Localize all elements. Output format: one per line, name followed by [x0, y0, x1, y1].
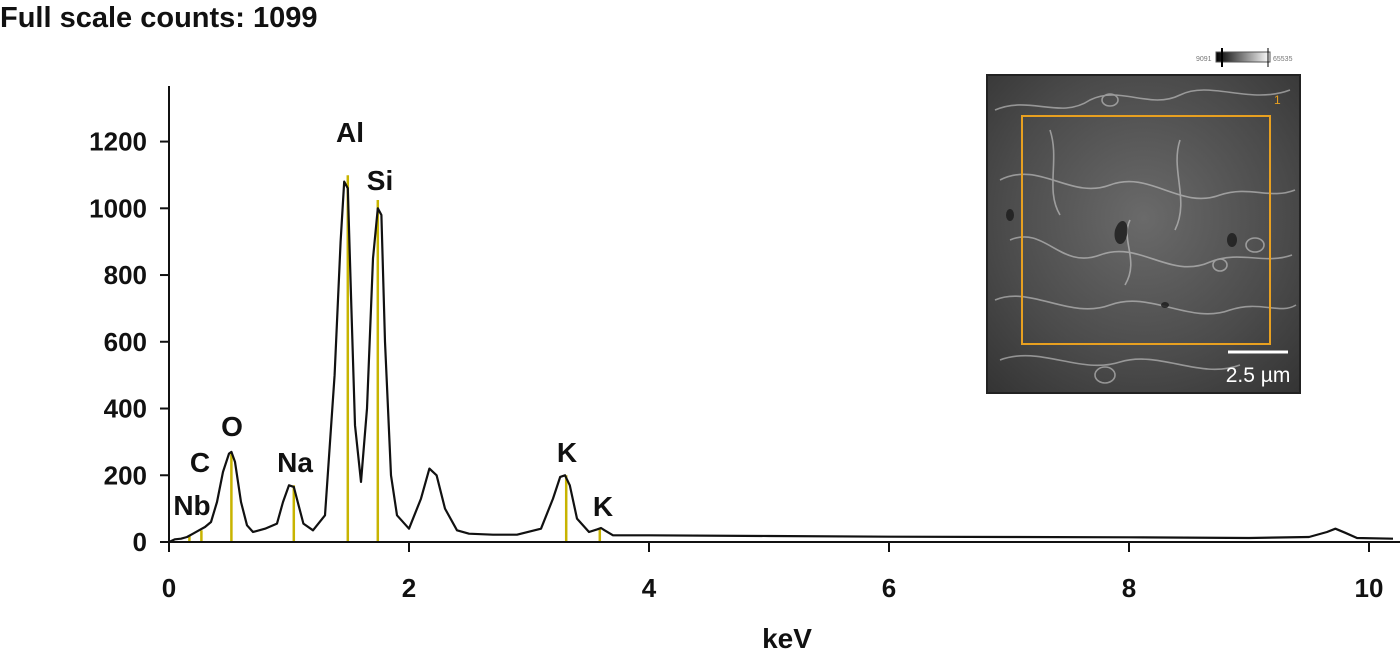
spectrum-line: [168, 180, 1394, 544]
colorbar: 9091 65535: [1196, 48, 1293, 67]
peak-label-nb: Nb: [173, 490, 210, 521]
x-axis-title: keV: [762, 623, 812, 654]
sem-texture: [994, 89, 1297, 384]
x-tick-label: 8: [1122, 573, 1136, 603]
y-tick-label: 0: [133, 527, 147, 557]
peak-label-c: C: [190, 447, 210, 478]
y-tick-label: 1200: [89, 127, 147, 157]
colorbar-min: 9091: [1196, 56, 1212, 63]
x-tick-label: 2: [402, 573, 416, 603]
colorbar-gradient: [1215, 51, 1271, 63]
scale-bar-label: 2.5 µm: [1226, 364, 1291, 387]
y-tick-label: 600: [104, 327, 147, 357]
x-tick-label: 10: [1355, 573, 1384, 603]
peak-markers: [188, 175, 602, 542]
x-tick-label: 6: [882, 573, 896, 603]
x-axis-ticks: 0 2 4 6 8 10: [162, 542, 1384, 603]
y-tick-label: 400: [104, 394, 147, 424]
x-tick-label: 4: [642, 573, 657, 603]
y-tick-label: 800: [104, 260, 147, 290]
roi-label: 1: [1274, 93, 1281, 107]
y-tick-label: 1000: [89, 193, 147, 223]
peak-label-k: K: [593, 491, 613, 522]
sem-image: [986, 74, 1301, 394]
peak-label-si: Si: [367, 165, 393, 196]
y-tick-label: 200: [104, 460, 147, 490]
peak-label-o: O: [221, 411, 243, 442]
colorbar-max: 65535: [1273, 56, 1293, 63]
sem-dark-spots: [1006, 209, 1237, 308]
sem-inset: 1 2.5 µm: [986, 74, 1301, 394]
peak-label-na: Na: [277, 447, 313, 478]
y-axis-ticks: 0 200 400 600 800 1000 1200: [89, 127, 169, 557]
x-tick-label: 0: [162, 573, 176, 603]
roi-box: [1021, 115, 1271, 345]
full-scale-counts: Full scale counts: 1099: [0, 2, 318, 34]
peak-label-k: K: [557, 437, 577, 468]
peak-label-al: Al: [336, 117, 364, 148]
